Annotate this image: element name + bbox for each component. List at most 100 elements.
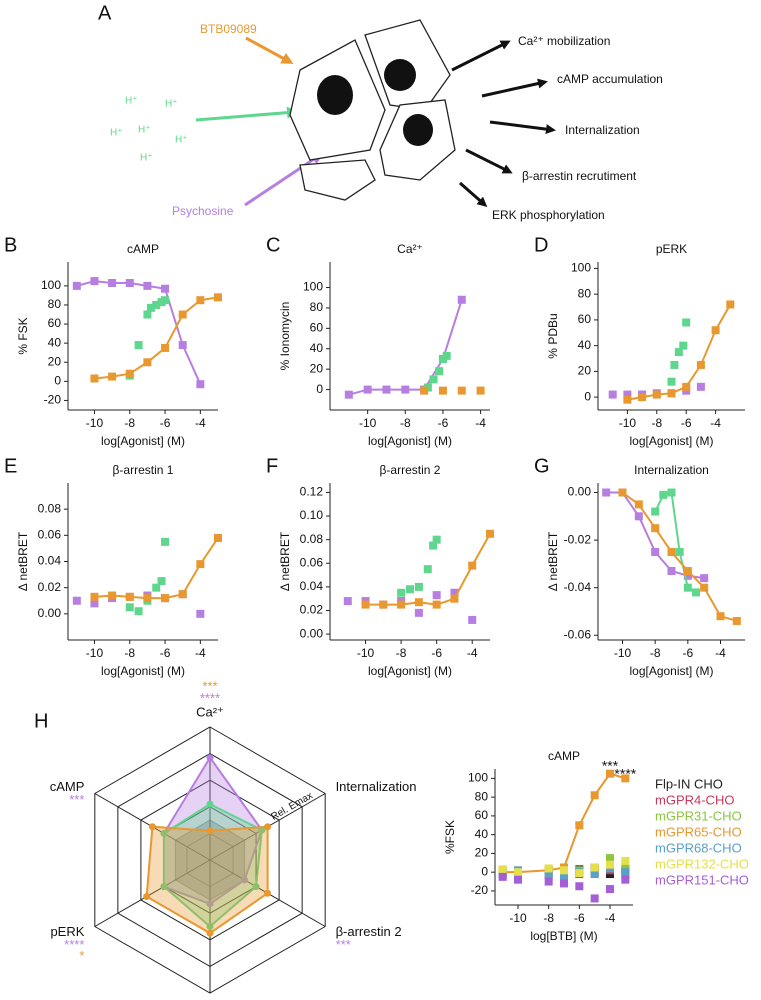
data-point <box>621 774 630 783</box>
data-point <box>134 341 143 350</box>
data-point <box>544 870 553 879</box>
x-axis-label: log[Agonist] (M) <box>629 434 713 448</box>
x-axis-label: log[Agonist] (M) <box>101 664 185 678</box>
diagram: A BTB09089 Psychosine H⁺ H⁺ H⁺ H⁺ H⁺ H⁺ … <box>98 2 663 222</box>
data-point <box>143 281 152 290</box>
y-tick-label: -20 <box>44 393 62 407</box>
y-tick-label: 0.06 <box>38 528 62 542</box>
data-point <box>125 592 134 601</box>
data-point <box>157 577 166 586</box>
proton: H⁺ <box>138 125 151 136</box>
arrow <box>451 40 511 72</box>
data-point <box>143 310 152 319</box>
data-point <box>397 600 406 609</box>
data-point <box>152 583 161 592</box>
nucleus <box>403 114 433 146</box>
x-tick-label: -4 <box>605 911 616 925</box>
data-point <box>429 541 438 550</box>
data-point <box>125 279 134 288</box>
data-point <box>178 341 187 350</box>
x-tick-label: -8 <box>400 416 411 430</box>
data-point <box>682 318 691 327</box>
y-tick-label: 40 <box>578 338 592 352</box>
data-point <box>108 372 117 381</box>
y-tick-label: 0.04 <box>300 579 324 593</box>
y-tick-label: 80 <box>578 286 592 300</box>
annotation: *** <box>602 758 619 774</box>
data-point <box>214 293 222 302</box>
data-point <box>560 866 568 875</box>
radar-point <box>143 893 151 901</box>
x-tick-label: -8 <box>650 646 661 660</box>
y-tick-label: 0 <box>481 864 488 878</box>
data-point <box>726 300 735 309</box>
input-label: BTB09089 <box>200 22 257 36</box>
data-point <box>432 591 441 600</box>
annotation: Rel. Emax <box>269 790 314 823</box>
x-tick-label: -4 <box>467 646 478 660</box>
radar-point <box>264 823 272 831</box>
data-point <box>498 872 507 881</box>
panel-label: A <box>98 2 112 24</box>
x-tick-label: -8 <box>124 416 135 430</box>
y-tick-label: 0.02 <box>300 603 324 617</box>
panel-label: E <box>4 455 17 477</box>
radar-point <box>241 876 249 884</box>
y-tick-label: 40 <box>475 827 489 841</box>
data-point <box>544 864 553 873</box>
y-tick-label: 80 <box>475 789 489 803</box>
data-point <box>125 369 134 378</box>
data-point <box>634 512 643 521</box>
data-point <box>442 351 451 360</box>
data-point <box>732 616 741 625</box>
radar-point <box>264 889 272 897</box>
significance: *** <box>69 792 84 807</box>
y-axis-label: % FSK <box>16 317 30 354</box>
y-tick-label: 0.12 <box>300 485 324 499</box>
x-tick-label: -4 <box>715 646 726 660</box>
y-axis-label: % Ionomycin <box>278 302 292 371</box>
data-point <box>590 894 599 903</box>
data-point <box>90 374 99 383</box>
data-point <box>623 395 632 404</box>
arrow <box>244 152 324 207</box>
arrow <box>481 78 548 98</box>
data-point <box>498 865 507 874</box>
chart: 0.00 -0.02 -0.04 -0.06 -10 -8 -6 -4 G Internaliza… <box>534 455 745 678</box>
y-axis-label: Δ netBRET <box>16 531 30 591</box>
data-point <box>667 389 676 398</box>
data-point <box>716 612 725 621</box>
data-point <box>711 326 720 335</box>
data-point <box>696 360 705 369</box>
radar-axis-label: pERK <box>50 924 84 939</box>
x-tick-label: -10 <box>614 646 632 660</box>
y-tick-label: 100 <box>571 261 591 275</box>
y-tick-label: -0.02 <box>564 532 592 546</box>
legend-entry: Flp-IN CHO <box>655 776 723 791</box>
chart-title: Ca²⁺ <box>397 242 423 256</box>
data-point <box>606 860 614 869</box>
data-point <box>651 524 660 533</box>
data-point <box>406 585 414 594</box>
data-point <box>683 583 692 592</box>
fit-line <box>606 491 705 580</box>
data-point <box>161 343 170 352</box>
arrow <box>245 36 294 64</box>
data-point <box>401 385 410 394</box>
legend-entry: mGPR65-CHO <box>655 824 742 839</box>
data-point <box>90 599 99 608</box>
radar-point <box>258 826 266 834</box>
y-tick-label: 0.02 <box>38 580 62 594</box>
data-point <box>652 390 661 399</box>
data-point <box>72 281 81 290</box>
x-axis-label: log[BTB] (M) <box>530 929 597 943</box>
data-point <box>361 600 370 609</box>
y-tick-label: 20 <box>48 354 62 368</box>
radar-point <box>206 923 214 930</box>
data-point <box>161 296 170 305</box>
data-point <box>679 341 688 350</box>
y-tick-label: 20 <box>310 361 324 375</box>
data-point <box>700 574 709 583</box>
radar-point <box>160 829 168 837</box>
y-axis-label: %FSK <box>443 820 457 854</box>
